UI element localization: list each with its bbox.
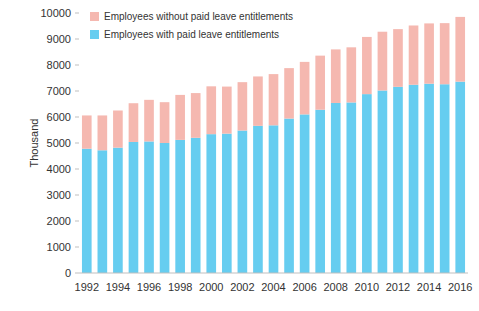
bar (393, 29, 403, 87)
bar (409, 85, 419, 273)
bar (238, 131, 248, 273)
bar (160, 143, 170, 273)
x-tick-label: 2000 (199, 281, 223, 293)
x-tick-label: 1992 (75, 281, 99, 293)
bar (191, 93, 201, 138)
bar (175, 140, 185, 273)
y-tick-label: 8000 (47, 59, 71, 71)
bar (300, 62, 310, 115)
bar (440, 84, 450, 273)
bar (98, 150, 108, 273)
y-tick (75, 195, 79, 196)
bar (144, 141, 154, 273)
y-tick (75, 221, 79, 222)
x-tick-label: 1994 (106, 281, 130, 293)
legend-swatch (90, 30, 99, 39)
x-tick-label: 1996 (137, 281, 161, 293)
bar (346, 47, 356, 102)
bar (82, 115, 92, 148)
y-tick (75, 273, 79, 274)
bar (440, 23, 450, 84)
y-tick-label: 0 (65, 267, 71, 279)
bar (82, 149, 92, 273)
y-tick-label: 6000 (47, 111, 71, 123)
y-tick-label: 3000 (47, 189, 71, 201)
y-tick-label: 1000 (47, 241, 71, 253)
y-tick (75, 91, 79, 92)
bar (206, 86, 216, 134)
bar (315, 110, 325, 273)
y-tick (75, 117, 79, 118)
x-tick-label: 2006 (292, 281, 316, 293)
bar (393, 87, 403, 273)
y-tick (75, 65, 79, 66)
bar (175, 95, 185, 140)
bar (269, 74, 279, 125)
bar (315, 56, 325, 110)
y-tick (75, 39, 79, 40)
bar (331, 49, 341, 103)
legend-label: Employees with paid leave entitlements (104, 29, 279, 40)
y-tick-label: 5000 (47, 137, 71, 149)
y-tick (75, 143, 79, 144)
y-tick-label: 7000 (47, 85, 71, 97)
bar (113, 111, 123, 148)
bar (269, 125, 279, 273)
chart: 0 1000 2000 3000 4000 5000 6000 7000 8000 9000 100… (0, 0, 479, 311)
y-tick-label: 2000 (47, 215, 71, 227)
bar (455, 17, 465, 82)
y-axis-label: Thousand (28, 119, 40, 168)
x-tick-label: 2014 (417, 281, 441, 293)
bar (222, 134, 232, 273)
bar (378, 90, 388, 273)
x-tick-label: 2004 (261, 281, 285, 293)
bar (362, 37, 372, 94)
y-tick-label: 4000 (47, 163, 71, 175)
bar (284, 68, 294, 118)
bar (191, 138, 201, 273)
y-tick-label: 10000 (40, 7, 71, 19)
y-tick-label: 9000 (47, 33, 71, 45)
x-tick-label: 1998 (168, 281, 192, 293)
bar (129, 142, 139, 273)
x-tick-label: 2016 (448, 281, 472, 293)
bar (253, 126, 263, 273)
legend-swatch (90, 12, 99, 21)
bar (300, 114, 310, 273)
bar (113, 148, 123, 273)
bar (160, 102, 170, 143)
x-tick-label: 2008 (323, 281, 347, 293)
x-axis (79, 273, 468, 274)
bar (424, 84, 434, 273)
bar (409, 25, 419, 84)
y-tick (75, 247, 79, 248)
bar (144, 100, 154, 142)
bar (424, 23, 434, 83)
legend-label: Employees without paid leave entitlement… (104, 11, 293, 22)
bar (331, 103, 341, 273)
x-tick-label: 2002 (230, 281, 254, 293)
x-tick-label: 2012 (386, 281, 410, 293)
bar (206, 134, 216, 273)
x-tick-label: 2010 (355, 281, 379, 293)
bar (284, 119, 294, 273)
bar (346, 102, 356, 273)
y-tick (75, 13, 79, 14)
bars (82, 17, 465, 273)
bar (362, 94, 372, 273)
bar (238, 82, 248, 130)
bar (455, 82, 465, 273)
bar (378, 32, 388, 91)
bar (98, 115, 108, 150)
bar (129, 103, 139, 142)
bar (253, 76, 263, 125)
bar (222, 87, 232, 134)
y-tick (75, 169, 79, 170)
